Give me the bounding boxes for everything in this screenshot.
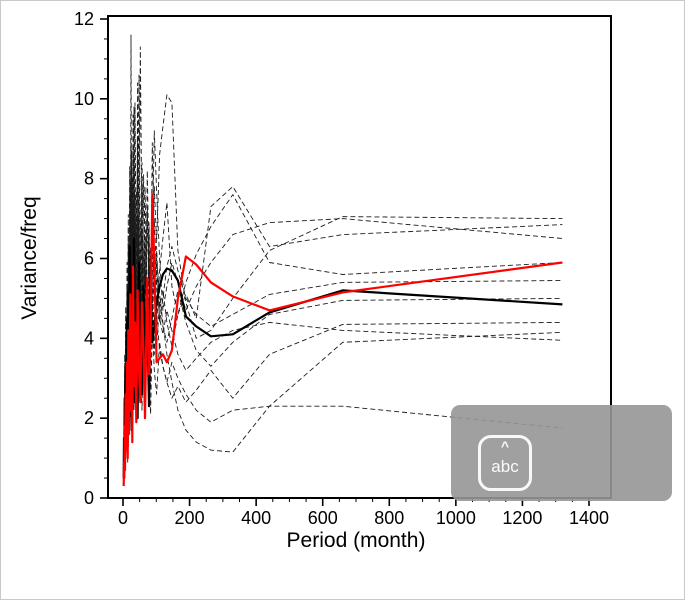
caret-glyph: ^ <box>500 438 510 454</box>
abc-label: abc <box>491 457 519 476</box>
y-tick-label: 12 <box>74 9 94 29</box>
x-tick-label: 0 <box>118 508 128 528</box>
x-tick-label: 400 <box>241 508 271 528</box>
y-tick-label: 6 <box>84 249 94 269</box>
x-tick-label: 1200 <box>502 508 542 528</box>
series-ensemble-mean <box>122 237 563 479</box>
y-tick-label: 8 <box>84 169 94 189</box>
y-tick-label: 2 <box>84 408 94 428</box>
series-red-spectrum <box>122 193 563 487</box>
y-tick-label: 10 <box>74 89 94 109</box>
y-tick-label: 4 <box>84 328 94 348</box>
x-tick-label: 800 <box>374 508 404 528</box>
x-tick-label: 200 <box>175 508 205 528</box>
x-tick-label: 600 <box>308 508 338 528</box>
x-tick-label: 1000 <box>436 508 476 528</box>
series-ensemble-member-2 <box>123 34 563 463</box>
annotation-overlay: ^ abc <box>451 405 672 501</box>
series-ensemble-member-1 <box>123 94 563 467</box>
text-tool-icon[interactable]: ^ abc <box>478 435 532 491</box>
y-axis-title: Variance/freq <box>18 196 41 320</box>
x-axis-title: Period (month) <box>286 529 426 552</box>
plot-frame <box>107 15 612 499</box>
x-tick-label: 1400 <box>569 508 609 528</box>
y-tick-label: 0 <box>84 488 94 508</box>
